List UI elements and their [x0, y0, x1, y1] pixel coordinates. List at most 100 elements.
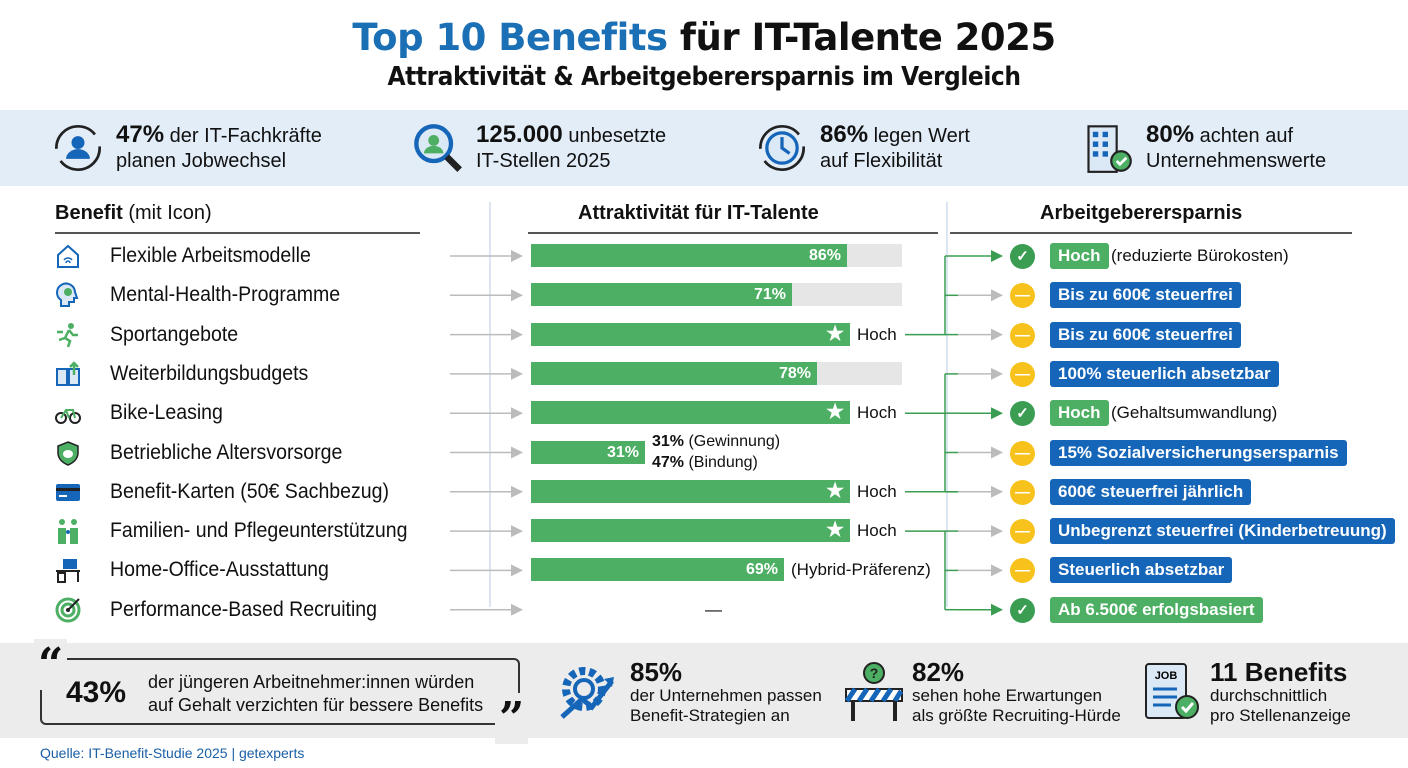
divider	[950, 232, 1352, 234]
stat-value: 11 Benefits	[1210, 657, 1348, 687]
stat-item: 47% der IT-Fachkräfte planen Jobwechsel	[52, 122, 322, 174]
col-header-attractiveness: Attraktivität für IT-Talente	[578, 202, 819, 224]
savings-badge: Unbegrenzt steuerfrei (Kinderbetreuung)	[1050, 518, 1395, 545]
col-header-savings: Arbeitgeberersparnis	[1040, 202, 1243, 224]
stat-item: 125.000 unbesetzte IT-Stellen 2025	[412, 122, 666, 174]
search-user-icon	[414, 124, 462, 172]
minus-icon: —	[1010, 322, 1035, 348]
minus-icon: —	[1010, 479, 1035, 505]
savings-badge: Steuerlich absetzbar	[1050, 557, 1233, 584]
family-icon	[55, 518, 81, 545]
stat-text: 80% achten auf Unternehmenswerte	[1146, 121, 1327, 172]
stat-value: 85%	[630, 657, 683, 687]
savings-badge: Bis zu 600€ steuerfrei	[1050, 282, 1241, 309]
divider	[946, 202, 948, 607]
bar-2: ★	[531, 322, 850, 346]
savings-badge: 100% steuerlich absetzbar	[1050, 360, 1279, 387]
bar-value: 86%	[808, 247, 841, 264]
bar-1: 71%	[531, 283, 792, 307]
gear-growth-icon	[560, 667, 614, 719]
divider	[528, 232, 938, 234]
clock-cycle-icon	[758, 124, 806, 172]
check-icon: ✓	[1010, 244, 1035, 269]
stat-text: 47% der IT-Fachkräfte planen Jobwechsel	[116, 121, 322, 172]
stat-text: 125.000 unbesetzte IT-Stellen 2025	[476, 121, 667, 172]
bar-3: 78%	[531, 361, 817, 385]
bar-7: ★	[531, 519, 850, 543]
connector-lines	[450, 250, 1003, 616]
bar-value: 69%	[745, 561, 778, 579]
bar-side-note: Hoch	[857, 481, 897, 501]
quote-box	[40, 658, 520, 725]
quote-open-icon: “	[34, 639, 68, 690]
benefit-label: Flexible Arbeitsmodelle	[110, 244, 311, 267]
bracket-line	[905, 373, 946, 492]
barrier-question-icon: ?	[844, 662, 904, 721]
stat-text: durchschnittlich pro Stellenanzeige	[1210, 686, 1351, 725]
bar-side-note: Hoch	[857, 403, 897, 423]
stat-text: der Unternehmen passen Benefit-Strategien…	[630, 686, 822, 725]
star-icon: ★	[826, 322, 844, 345]
user-cycle-icon	[54, 124, 102, 172]
minus-icon: —	[1010, 558, 1035, 584]
desk-computer-icon	[55, 557, 81, 584]
house-wifi-icon	[55, 243, 81, 269]
savings-badge: Hoch	[1050, 400, 1109, 427]
savings-badge: Ab 6.500€ erfolgsbasiert	[1050, 596, 1263, 623]
benefit-label: Performance-Based Recruiting	[110, 597, 378, 621]
bar-value: 31%	[606, 443, 639, 461]
source-note: Quelle: IT-Benefit-Studie 2025 | getexpe…	[40, 745, 305, 761]
check-icon: ✓	[1010, 401, 1035, 427]
minus-icon: —	[1010, 440, 1035, 466]
benefit-label: Sportangebote	[110, 322, 239, 346]
benefit-label: Familien- und Pflegeunterstützung	[110, 519, 408, 543]
credit-card-icon	[55, 479, 81, 505]
benefit-label: Home-Office-Ausstattung	[110, 558, 329, 582]
building-check-icon	[1087, 125, 1132, 173]
star-icon: ★	[826, 519, 844, 542]
savings-badge: 600€ steuerfrei jährlich	[1050, 478, 1252, 505]
bar-side-note: Hoch	[857, 521, 897, 541]
bar-0: 86%	[531, 244, 847, 267]
bar-8: 69%	[531, 558, 784, 582]
bar-side-note: Hoch	[857, 324, 897, 344]
bar-side-note: 31% (Gewinnung) 47% (Bindung)	[652, 432, 781, 471]
check-icon: ✓	[1010, 597, 1035, 623]
bar-value: 71%	[753, 286, 786, 304]
stat-item: 86% legen Wert auf Flexibilität	[756, 122, 970, 174]
stat-text: sehen hohe Erwartungen als größte Recruit…	[912, 686, 1121, 725]
job-checklist-icon: JOB	[1145, 663, 1199, 719]
minus-icon: —	[1010, 361, 1035, 387]
bar-side-note: (Hybrid-Präferenz)	[791, 560, 931, 580]
stat-text: 86% legen Wert auf Flexibilität	[820, 121, 970, 172]
running-person-icon	[55, 322, 81, 348]
bar-side-note: —	[705, 599, 722, 619]
benefit-label: Bike-Leasing	[110, 401, 223, 425]
divider	[489, 202, 491, 607]
col-header-benefit: Benefit (mit Icon)	[55, 202, 212, 224]
benefit-label: Benefit-Karten (50€ Sachbezug)	[110, 479, 390, 503]
stat-item: 80% achten auf Unternehmenswerte	[1082, 122, 1326, 174]
minus-icon: —	[1010, 519, 1035, 545]
quote-value: 43%	[66, 676, 127, 709]
svg-text:JOB: JOB	[1155, 670, 1178, 682]
bottom-band: “ ” 43% der jüngeren Arbeitnehmer:innen …	[0, 639, 1408, 744]
bicycle-icon	[55, 400, 81, 426]
savings-badge: Bis zu 600€ steuerfrei	[1050, 321, 1241, 348]
shield-piggy-icon	[55, 440, 81, 466]
page-subtitle: Attraktivität & Arbeitgeberersparnis im …	[387, 62, 1021, 92]
minus-icon: —	[1010, 283, 1035, 309]
svg-text:?: ?	[870, 665, 879, 681]
savings-badge: 15% Sozialversicherungsersparnis	[1050, 439, 1347, 466]
stat-value: 82%	[912, 657, 965, 687]
star-icon: ★	[826, 479, 844, 502]
bar-5: 31%	[531, 440, 645, 464]
bar-value: 78%	[778, 364, 811, 382]
bracket-line	[905, 256, 946, 336]
stats-band: 47% der IT-Fachkräfte planen Jobwechsel 12…	[0, 110, 1408, 186]
head-brain-icon	[55, 282, 81, 308]
savings-badge: Hoch	[1050, 243, 1109, 269]
book-arrow-icon	[55, 361, 81, 387]
quote-text: der jüngeren Arbeitnehmer:innen würden au…	[148, 672, 484, 715]
savings-note: (Gehaltsumwandlung)	[1111, 403, 1278, 423]
